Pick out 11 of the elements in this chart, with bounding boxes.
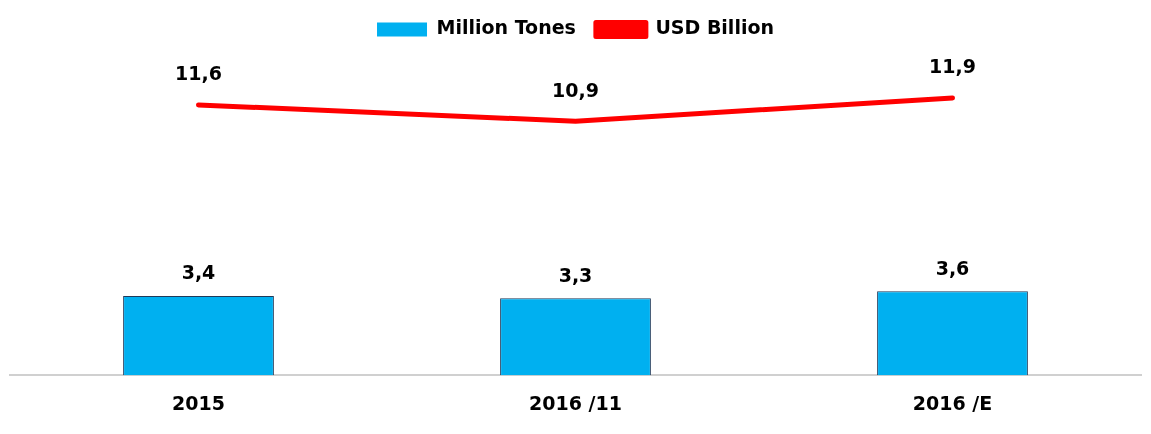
- data-label: 3,4: [181, 261, 216, 284]
- x-tick-label: 2016 /11: [529, 391, 622, 414]
- data-label: 11,6: [175, 62, 222, 85]
- legend-label: USD Billion: [655, 16, 774, 39]
- legend-label: Million Tones: [436, 16, 576, 39]
- data-label: 11,9: [929, 55, 976, 78]
- x-tick-label: 2015: [172, 391, 225, 414]
- x-tick-label: 2016 /E: [912, 391, 993, 414]
- data-label: 3,3: [558, 263, 593, 286]
- data-label: 10,9: [552, 78, 599, 101]
- data-label: 3,6: [935, 256, 970, 279]
